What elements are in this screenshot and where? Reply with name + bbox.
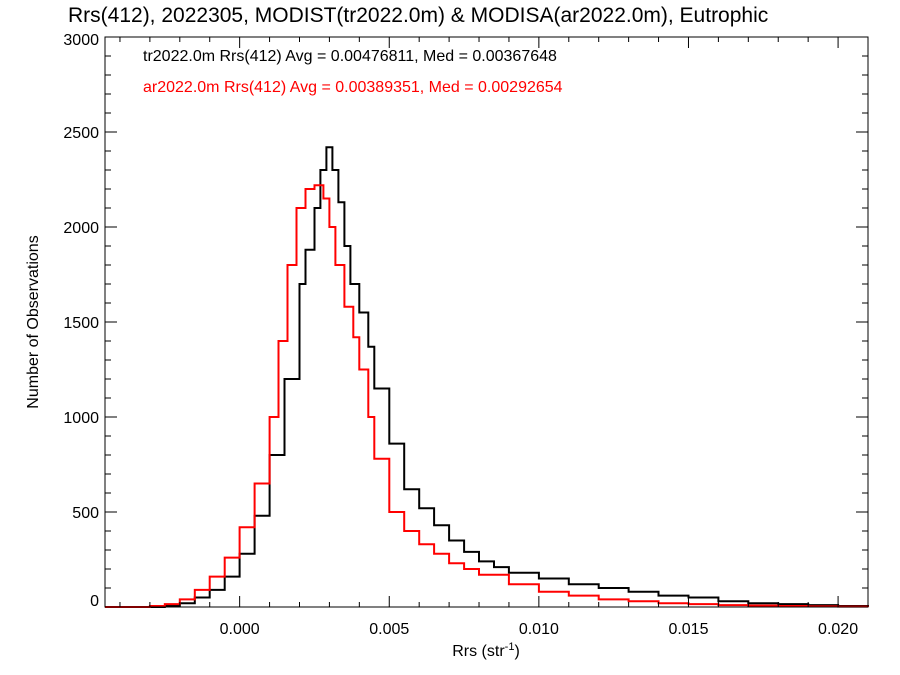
y-tick-label: 3000 [63, 32, 99, 49]
y-tick-label: 0 [90, 593, 99, 610]
y-tick-label: 500 [72, 505, 99, 522]
x-axis-label-close: ) [514, 643, 519, 660]
y-tick-label: 2500 [63, 125, 99, 142]
series-layer [105, 146, 869, 608]
x-tick-label: 0.020 [818, 621, 858, 638]
y-axis-label: Number of Observations [25, 235, 42, 408]
series-line-0 [105, 146, 869, 608]
y-tick-label: 2000 [63, 220, 99, 237]
x-tick-label: 0.005 [369, 621, 409, 638]
x-tick-label: 0.010 [519, 621, 559, 638]
legend-entry-black: tr2022.0m Rrs(412) Avg = 0.00476811, Med… [143, 48, 557, 65]
x-axis-label-main: Rrs (str [452, 643, 505, 660]
plot-frame [104, 36, 869, 608]
chart-title: Rrs(412), 2022305, MODIST(tr2022.0m) & M… [68, 4, 768, 27]
x-tick-label: 0.000 [220, 621, 260, 638]
x-axis-label-superscript: -1 [505, 641, 515, 653]
y-tick-label: 1000 [63, 410, 99, 427]
series-line-1 [105, 184, 869, 608]
y-tick-label: 1500 [63, 315, 99, 332]
legend-entry-red: ar2022.0m Rrs(412) Avg = 0.00389351, Med… [143, 79, 563, 96]
x-axis-label: Rrs (str-1) [452, 641, 520, 660]
ticks-layer: 0.000 0.005 0.010 0.015 0.020 0 500 1000 1500 200… [63, 32, 869, 638]
x-tick-label: 0.015 [668, 621, 708, 638]
